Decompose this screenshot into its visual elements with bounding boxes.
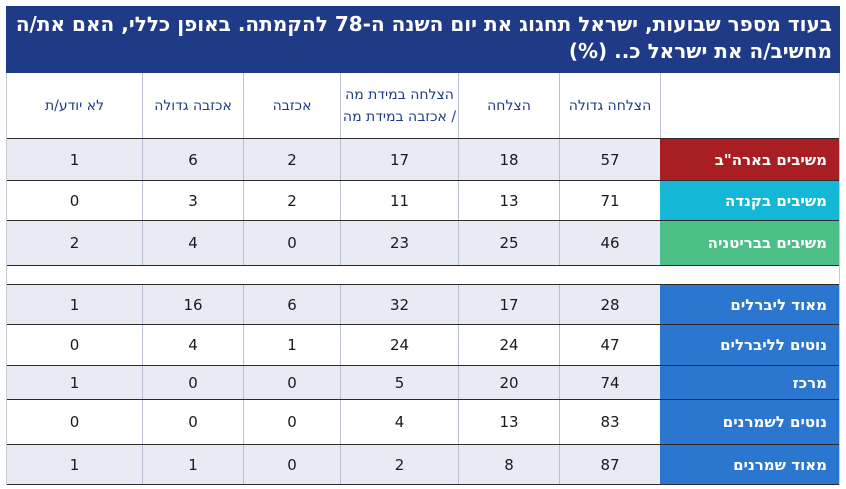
group-separator bbox=[7, 266, 839, 285]
table-cell: 4 bbox=[142, 221, 243, 265]
table-row: מאוד ליברלים 28 17 32 6 16 1 bbox=[7, 285, 839, 325]
table-cell: 0 bbox=[243, 366, 340, 399]
table-cell: 16 bbox=[142, 285, 243, 324]
table-cell: 5 bbox=[340, 366, 458, 399]
table-cell: 0 bbox=[69, 191, 80, 210]
table-cell: 1 bbox=[69, 295, 80, 314]
table-cell: 0 bbox=[69, 336, 80, 354]
row-label: מאוד שמרנים bbox=[660, 445, 839, 484]
table-cell: 57 bbox=[559, 139, 660, 180]
table-cell: 23 bbox=[340, 221, 458, 265]
row-label: נוטים לליברלים bbox=[660, 325, 839, 365]
table-cell: 6 bbox=[243, 285, 340, 324]
table-cell: 1 bbox=[69, 455, 80, 474]
table-cell: 4 bbox=[340, 400, 458, 444]
table-row: נוטים לשמרנים 83 13 4 0 0 0 bbox=[7, 400, 839, 445]
survey-question-title: בעוד מספר שבועות, ישראל תחגוג את יום השנ… bbox=[6, 6, 840, 73]
table-cell: 87 bbox=[559, 445, 660, 484]
table-cell: 0 bbox=[69, 413, 80, 431]
table-cell: 0 bbox=[142, 400, 243, 444]
table-cell: 2 bbox=[243, 139, 340, 180]
table-cell: 0 bbox=[243, 400, 340, 444]
row-label: משיבים בבריטניה bbox=[660, 221, 839, 265]
table-row: משיבים בארה"ב 57 18 17 2 6 1 bbox=[7, 139, 839, 181]
column-header: אכזבה bbox=[243, 73, 340, 138]
table-cell: 32 bbox=[340, 285, 458, 324]
table-row: מרכז 74 20 5 0 0 1 bbox=[7, 366, 839, 400]
table-cell: 28 bbox=[559, 285, 660, 324]
table-cell: 0 bbox=[243, 221, 340, 265]
table-header-row: הצלחה גדולה הצלחה הצלחה במידת מה / אכזבה… bbox=[7, 73, 839, 139]
table-cell: 24 bbox=[458, 325, 559, 365]
table-cell: 24 bbox=[340, 325, 458, 365]
row-label: משיבים בקנדה bbox=[660, 181, 839, 220]
column-header: הצלחה גדולה bbox=[559, 73, 660, 138]
row-label: מאוד ליברלים bbox=[660, 285, 839, 324]
table-cell: 2 bbox=[69, 234, 80, 252]
table-cell: 1 bbox=[69, 373, 80, 392]
row-label: משיבים בארה"ב bbox=[660, 139, 839, 180]
table-cell: 2 bbox=[243, 181, 340, 220]
table-cell: 2 bbox=[340, 445, 458, 484]
table-cell: 17 bbox=[458, 285, 559, 324]
table-cell: 8 bbox=[458, 445, 559, 484]
table-row: נוטים לליברלים 47 24 24 1 4 0 bbox=[7, 325, 839, 366]
table-row: מאוד שמרנים 87 8 2 0 1 1 bbox=[7, 445, 839, 485]
table-cell: 46 bbox=[559, 221, 660, 265]
table-cell: 17 bbox=[340, 139, 458, 180]
table-cell: 6 bbox=[142, 139, 243, 180]
row-label: מרכז bbox=[660, 366, 839, 399]
table-cell: 74 bbox=[559, 366, 660, 399]
table-cell: 71 bbox=[559, 181, 660, 220]
table-cell: 3 bbox=[142, 181, 243, 220]
header-corner bbox=[660, 73, 839, 138]
column-header: לא יודע/ת bbox=[44, 97, 105, 114]
table-cell: 25 bbox=[458, 221, 559, 265]
table-cell: 18 bbox=[458, 139, 559, 180]
table-cell: 4 bbox=[142, 325, 243, 365]
table-cell: 47 bbox=[559, 325, 660, 365]
table-cell: 13 bbox=[458, 181, 559, 220]
table-cell: 0 bbox=[142, 366, 243, 399]
results-table: הצלחה גדולה הצלחה הצלחה במידת מה / אכזבה… bbox=[6, 73, 840, 485]
table-cell: 83 bbox=[559, 400, 660, 444]
table-cell: 0 bbox=[243, 445, 340, 484]
column-header: הצלחה במידת מה / אכזבה במידת מה bbox=[340, 73, 458, 138]
row-label: נוטים לשמרנים bbox=[660, 400, 839, 444]
table-cell: 1 bbox=[243, 325, 340, 365]
column-header: הצלחה bbox=[458, 73, 559, 138]
table-cell: 13 bbox=[458, 400, 559, 444]
table-cell: 1 bbox=[69, 150, 80, 169]
table-cell: 20 bbox=[458, 366, 559, 399]
table-cell: 11 bbox=[340, 181, 458, 220]
table-row: משיבים בבריטניה 46 25 23 0 4 2 bbox=[7, 221, 839, 266]
table-row: משיבים בקנדה 71 13 11 2 3 0 bbox=[7, 181, 839, 221]
table-cell: 1 bbox=[142, 445, 243, 484]
column-header: אכזבה גדולה bbox=[142, 73, 243, 138]
